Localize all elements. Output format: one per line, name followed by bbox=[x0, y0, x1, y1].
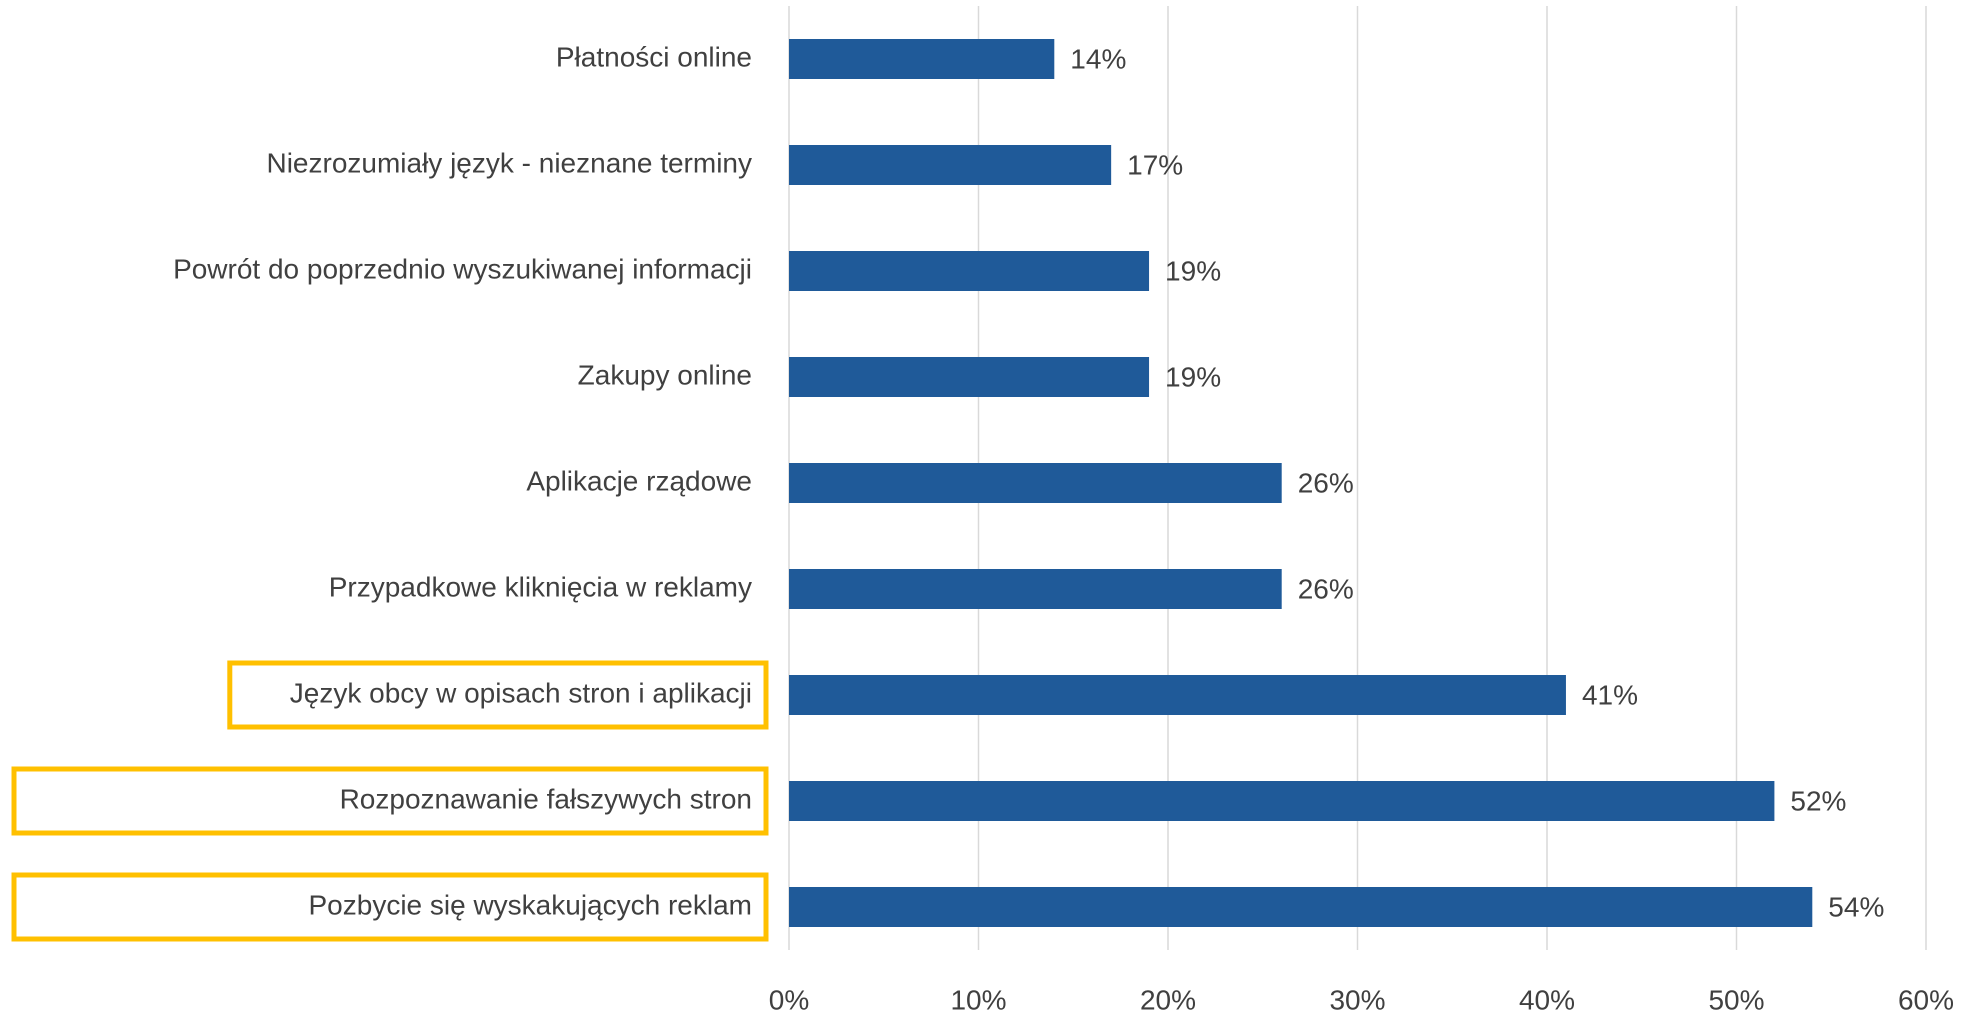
bar bbox=[789, 887, 1813, 927]
data-label: 26% bbox=[1298, 467, 1354, 498]
x-tick-label: 60% bbox=[1898, 984, 1954, 1010]
category-label: Przypadkowe kliknięcia w reklamy bbox=[329, 571, 752, 602]
data-label: 19% bbox=[1165, 255, 1221, 286]
bar bbox=[789, 357, 1150, 397]
data-label: 54% bbox=[1828, 891, 1884, 922]
category-label: Powrót do poprzednio wyszukiwanej inform… bbox=[173, 253, 752, 284]
bar bbox=[789, 463, 1282, 503]
data-label: 19% bbox=[1165, 361, 1221, 392]
bar bbox=[789, 145, 1112, 185]
category-label: Aplikacje rządowe bbox=[526, 465, 752, 496]
data-label: 41% bbox=[1582, 679, 1638, 710]
x-tick-label: 30% bbox=[1329, 984, 1385, 1010]
x-tick-label: 10% bbox=[950, 984, 1006, 1010]
x-tick-label: 20% bbox=[1140, 984, 1196, 1010]
data-label: 17% bbox=[1127, 149, 1183, 180]
x-tick-label: 0% bbox=[769, 984, 809, 1010]
category-label: Niezrozumiały język - nieznane terminy bbox=[266, 147, 752, 178]
category-label: Płatności online bbox=[556, 41, 752, 72]
x-tick-label: 50% bbox=[1708, 984, 1764, 1010]
category-label: Rozpoznawanie fałszywych stron bbox=[340, 783, 752, 814]
bar bbox=[789, 39, 1055, 79]
data-label: 26% bbox=[1298, 573, 1354, 604]
data-label: 14% bbox=[1070, 43, 1126, 74]
bar bbox=[789, 251, 1150, 291]
data-label: 52% bbox=[1790, 785, 1846, 816]
highlight-box bbox=[11, 766, 769, 836]
bar bbox=[789, 675, 1566, 715]
category-label: Zakupy online bbox=[578, 359, 752, 390]
bar bbox=[789, 569, 1282, 609]
category-label: Pozbycie się wyskakujących reklam bbox=[309, 889, 753, 920]
category-label: Język obcy w opisach stron i aplikacji bbox=[290, 677, 752, 708]
bar bbox=[789, 781, 1775, 821]
x-tick-label: 40% bbox=[1519, 984, 1575, 1010]
highlight-box bbox=[11, 872, 769, 942]
highlight-box bbox=[227, 660, 769, 730]
